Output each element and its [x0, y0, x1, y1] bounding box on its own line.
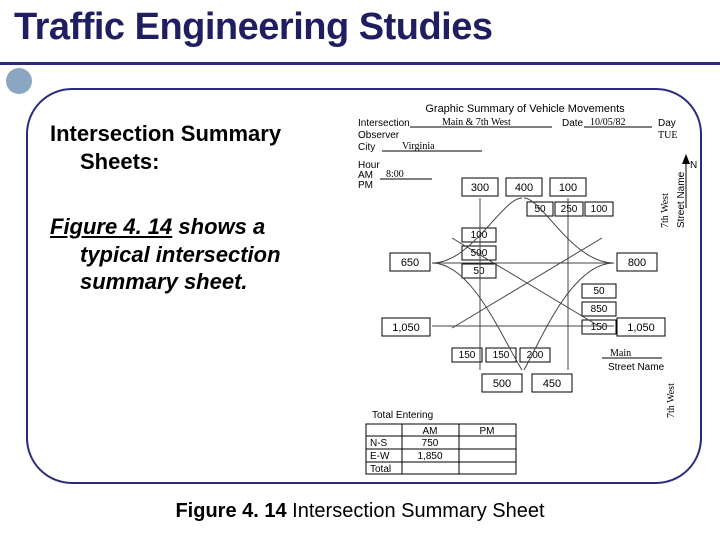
- heading-line-2: Sheets:: [50, 148, 340, 176]
- n-box-2: 100: [559, 182, 577, 194]
- e-row-0: 50: [593, 286, 605, 297]
- e-row-2: 150: [591, 322, 608, 333]
- hdr-date-val: 10/05/82: [590, 117, 626, 128]
- tot-col-1: PM: [480, 426, 495, 437]
- fig-title: Graphic Summary of Vehicle Movements: [425, 103, 625, 115]
- north-label: N: [690, 160, 697, 171]
- tot-r2-l: Total: [370, 464, 391, 475]
- para-2: typical intersection: [50, 241, 340, 269]
- n-box-0: 300: [471, 182, 489, 194]
- caption-bold: Figure 4. 14: [175, 500, 286, 522]
- south-approach: 150 150 200 500 450: [452, 348, 572, 392]
- tot-r1-a: 1,850: [417, 451, 442, 462]
- e-row-1: 850: [591, 304, 608, 315]
- body-paragraph: Figure 4. 14 shows a typical intersectio…: [50, 213, 340, 296]
- tot-r0-l: N-S: [370, 438, 388, 449]
- page-title: Traffic Engineering Studies: [14, 6, 492, 49]
- para-1b: shows a: [172, 214, 265, 239]
- seventh-west-bottom: 7th West: [666, 383, 677, 418]
- hdr-city-val: Virginia: [402, 141, 435, 152]
- tot-col-0: AM: [423, 426, 438, 437]
- s-box-1: 450: [543, 378, 561, 390]
- north-arrow-icon: [682, 154, 690, 164]
- north-approach: 300 400 100 50 250 100: [462, 178, 613, 216]
- s-over-0: 150: [459, 350, 476, 361]
- title-bullet: [6, 68, 32, 94]
- e-out: 1,050: [627, 322, 655, 334]
- tot-r0-a: 750: [422, 438, 439, 449]
- figure-caption: Figure 4. 14 Intersection Summary Sheet: [0, 500, 720, 523]
- section-heading: Intersection Summary Sheets:: [50, 120, 340, 175]
- hdr-observer-label: Observer: [358, 130, 400, 141]
- hdr-date-label: Date: [562, 118, 584, 129]
- hdr-city-label: City: [358, 142, 375, 153]
- figure-diagram: Graphic Summary of Vehicle Movements Int…: [352, 98, 698, 478]
- n-sub-1: 250: [561, 204, 578, 215]
- n-box-1: 400: [515, 182, 533, 194]
- hdr-intersection-val: Main & 7th West: [442, 117, 511, 128]
- s-box-0: 500: [493, 378, 511, 390]
- seventh-west-right: 7th West: [660, 193, 671, 228]
- main-label: Main: [610, 348, 631, 359]
- totals-table: Total Entering AM PM N-S 750 E-W 1,850 T…: [366, 410, 516, 475]
- hdr-pm-label: PM: [358, 180, 373, 191]
- caption-rest: Intersection Summary Sheet: [287, 500, 545, 522]
- para-3: summary sheet.: [50, 268, 340, 296]
- slide: { "title": "Traffic Engineering Studies"…: [0, 0, 720, 540]
- street-name-right: Street Name: [676, 171, 687, 228]
- hdr-intersection-label: Intersection: [358, 118, 410, 129]
- n-sub-2: 100: [591, 204, 608, 215]
- street-name-bottom: Street Name: [608, 362, 665, 373]
- tot-r1-l: E-W: [370, 451, 390, 462]
- intersection-svg: Graphic Summary of Vehicle Movements Int…: [352, 98, 698, 478]
- totals-title: Total Entering: [372, 410, 433, 421]
- text-column: Intersection Summary Sheets: Figure 4. 1…: [50, 120, 340, 296]
- page-title-wrap: Traffic Engineering Studies: [14, 6, 492, 49]
- s-over-1: 150: [493, 350, 510, 361]
- figure-ref: Figure 4. 14: [50, 214, 172, 239]
- w-row-2: 50: [473, 266, 485, 277]
- e-total: 800: [628, 257, 646, 269]
- w-out: 1,050: [392, 322, 420, 334]
- heading-line-1: Intersection Summary: [50, 121, 281, 146]
- hdr-day-label: Day: [658, 118, 676, 129]
- hdr-day-val: TUE: [658, 130, 677, 141]
- w-total: 650: [401, 257, 419, 269]
- title-rule: [0, 62, 720, 65]
- hdr-time-val: 8:00: [386, 169, 404, 180]
